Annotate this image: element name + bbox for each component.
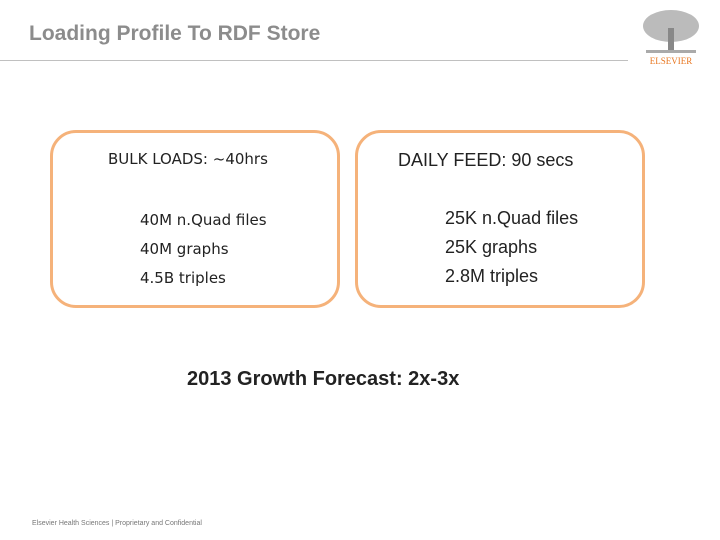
- bulk-list: 40M n.Quad files 40M graphs 4.5B triples: [140, 206, 267, 293]
- title: Loading Profile To RDF Store: [29, 22, 321, 45]
- item: 2.8M triples: [445, 266, 539, 286]
- bulk-box: [50, 130, 340, 308]
- item: 25K graphs: [445, 237, 538, 257]
- footer: Elsevier Health Sciences | Proprietary a…: [32, 520, 202, 527]
- bulk-heading: BULK LOADS: ~40hrs: [108, 150, 268, 168]
- item: 40M n.Quad files: [140, 211, 267, 229]
- logo-tree: ELSEVIER: [643, 10, 699, 66]
- item: 40M graphs: [140, 240, 229, 258]
- item: 25K n.Quad files: [445, 208, 579, 228]
- rule: [0, 60, 628, 61]
- daily-box: [355, 130, 645, 308]
- daily-heading: DAILY FEED: 90 secs: [398, 150, 574, 170]
- logo-text: ELSEVIER: [650, 56, 693, 66]
- forecast: 2013 Growth Forecast: 2x-3x: [187, 368, 460, 390]
- daily-list: 25K n.Quad files 25K graphs 2.8M triples: [445, 204, 578, 291]
- item: 4.5B triples: [140, 269, 226, 287]
- logo: ELSEVIER: [636, 6, 706, 73]
